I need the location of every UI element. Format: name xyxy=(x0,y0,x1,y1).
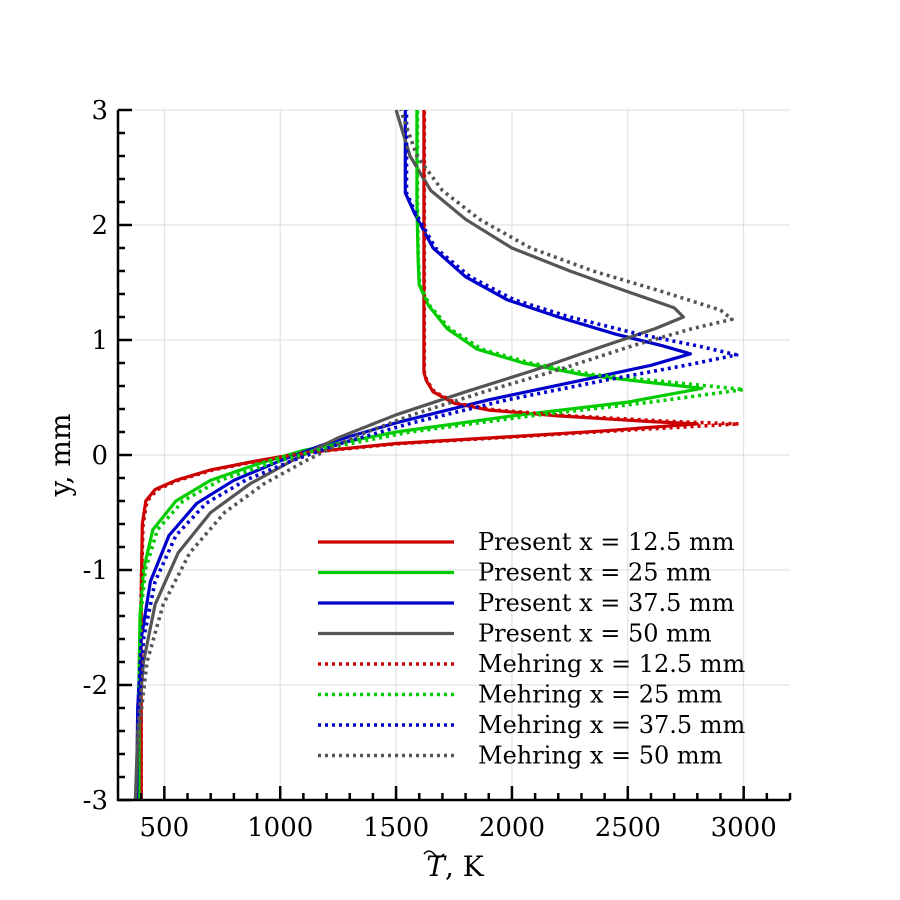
x-tick-label: 2500 xyxy=(595,813,661,843)
x-axis-title: T, K xyxy=(426,850,484,883)
y-tick-label: 0 xyxy=(91,441,108,471)
legend-label-6: Mehring x = 25 mm xyxy=(478,681,723,709)
x-tick-label: 1000 xyxy=(247,813,313,843)
legend-label-3: Present x = 37.5 mm xyxy=(478,589,735,617)
plot-area xyxy=(133,109,746,801)
legend-label-5: Mehring x = 12.5 mm xyxy=(478,650,746,678)
y-tick-label: -2 xyxy=(83,671,108,701)
x-tick-label: 500 xyxy=(140,813,190,843)
series-line-6 xyxy=(137,110,746,801)
y-tick-label: 3 xyxy=(91,96,108,126)
series-line-7 xyxy=(134,110,739,801)
x-axis-title-symbol: T xyxy=(426,850,447,883)
series-line-3 xyxy=(134,110,692,801)
y-tick-label: 2 xyxy=(91,211,108,241)
axes: 500 1000 1500 2000 2500 3000 -3 -2 -1 0 1 2 3 xyxy=(83,96,792,843)
grid xyxy=(118,109,790,801)
series-line-4 xyxy=(133,109,685,801)
legend-label-2: Present x = 25 mm xyxy=(478,559,712,587)
y-tick-label: 1 xyxy=(91,326,108,356)
y-axis-title: y, mm xyxy=(44,413,77,497)
x-tick-label: 2000 xyxy=(479,813,545,843)
legend-label-7: Mehring x = 37.5 mm xyxy=(478,711,746,739)
y-tick-label: -1 xyxy=(83,556,108,586)
x-axis-title-unit: , K xyxy=(445,850,485,883)
x-tick-label: 3000 xyxy=(711,813,777,843)
x-tick-label: 1500 xyxy=(363,813,429,843)
legend-label-8: Mehring x = 50 mm xyxy=(478,742,723,770)
y-tick-label: -3 xyxy=(83,786,108,816)
series-line-5 xyxy=(139,110,741,800)
legend-label-1: Present x = 12.5 mm xyxy=(478,528,735,556)
x-axis-title-tilde xyxy=(423,850,445,858)
legend-label-4: Present x = 50 mm xyxy=(478,620,712,648)
series-line-2 xyxy=(137,110,704,800)
